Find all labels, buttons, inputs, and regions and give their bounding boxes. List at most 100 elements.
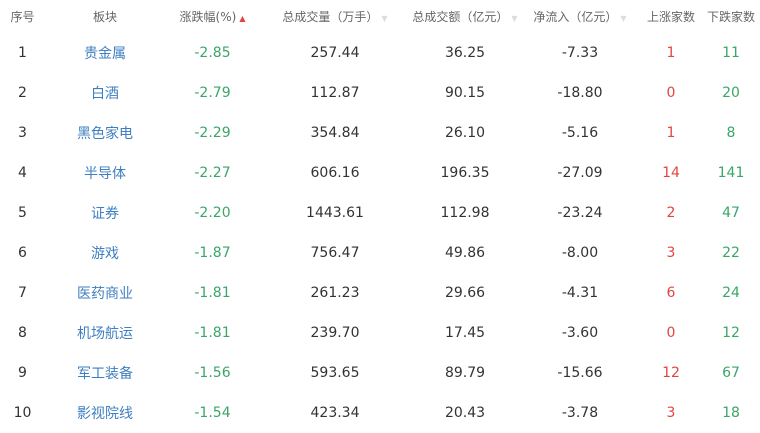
header-down-count: 下跌家数	[706, 10, 755, 24]
change: -2.29	[194, 125, 231, 141]
down-count: 18	[722, 405, 740, 421]
inflow: -15.66	[557, 365, 603, 381]
table-row: 5 证券 -2.20 1443.61 112.98 -23.24 2 47	[0, 193, 760, 233]
amount: 17.45	[444, 325, 486, 341]
sector-link[interactable]: 黑色家电	[77, 126, 133, 142]
change: -1.54	[194, 405, 231, 421]
index: 4	[18, 165, 27, 181]
sort-down-icon[interactable]: ▼	[511, 14, 518, 23]
up-count: 1	[666, 125, 676, 141]
volume: 1443.61	[306, 205, 364, 221]
inflow: -23.24	[557, 205, 603, 221]
sort-down-icon[interactable]: ▼	[381, 14, 388, 23]
amount: 112.98	[440, 205, 490, 221]
table-row: 8 机场航运 -1.81 239.70 17.45 -3.60 0 12	[0, 313, 760, 353]
change: -1.81	[194, 325, 231, 341]
header-volume[interactable]: 总成交量（万手） ▼	[260, 0, 410, 33]
table-row: 6 游戏 -1.87 756.47 49.86 -8.00 3 22	[0, 233, 760, 273]
header-label: 总成交额（亿元）	[412, 10, 509, 24]
down-count: 67	[722, 365, 740, 381]
up-count: 3	[666, 245, 676, 261]
header-amount[interactable]: 总成交额（亿元） ▼	[410, 0, 520, 33]
down-count: 11	[722, 45, 740, 61]
sector-link[interactable]: 医药商业	[77, 286, 133, 302]
up-count: 2	[666, 205, 676, 221]
amount: 49.86	[444, 245, 486, 261]
sort-up-icon[interactable]: ▲	[239, 14, 246, 23]
down-count: 24	[722, 285, 740, 301]
volume: 423.34	[310, 405, 360, 421]
amount: 36.25	[444, 45, 486, 61]
change: -2.79	[194, 85, 231, 101]
amount: 89.79	[444, 365, 486, 381]
header-change[interactable]: 涨跌幅(%) ▲	[165, 0, 260, 33]
index: 3	[18, 125, 27, 141]
table-row: 9 军工装备 -1.56 593.65 89.79 -15.66 12 67	[0, 353, 760, 393]
down-count: 22	[722, 245, 740, 261]
up-count: 14	[662, 165, 680, 181]
sector-link[interactable]: 军工装备	[77, 366, 133, 382]
change: -2.20	[194, 205, 231, 221]
inflow: -5.16	[561, 125, 599, 141]
inflow: -8.00	[561, 245, 599, 261]
volume: 257.44	[310, 45, 360, 61]
table-row: 7 医药商业 -1.81 261.23 29.66 -4.31 6 24	[0, 273, 760, 313]
index: 5	[18, 205, 27, 221]
sort-down-icon[interactable]: ▼	[620, 14, 627, 23]
volume: 756.47	[310, 245, 360, 261]
volume: 239.70	[310, 325, 360, 341]
sector-link[interactable]: 机场航运	[77, 326, 133, 342]
header-up-count: 上涨家数	[646, 10, 695, 24]
up-count: 0	[666, 325, 676, 341]
header-row: 序号 板块 涨跌幅(%) ▲ 总成交量（万手） ▼ 总成交额（亿元） ▼ 净流入（亿元…	[0, 0, 760, 33]
index: 1	[18, 45, 27, 61]
sector-link[interactable]: 半导体	[84, 166, 126, 182]
down-count: 12	[722, 325, 740, 341]
inflow: -27.09	[557, 165, 603, 181]
amount: 20.43	[444, 405, 486, 421]
table-row: 2 白酒 -2.79 112.87 90.15 -18.80 0 20	[0, 73, 760, 113]
sector-link[interactable]: 白酒	[91, 86, 119, 102]
inflow: -18.80	[557, 85, 603, 101]
header-sector: 板块	[92, 10, 117, 24]
index: 2	[18, 85, 27, 101]
header-inflow[interactable]: 净流入（亿元） ▼	[520, 0, 640, 33]
inflow: -4.31	[561, 285, 599, 301]
header-index: 序号	[10, 10, 35, 24]
inflow: -7.33	[561, 45, 599, 61]
up-count: 1	[666, 45, 676, 61]
change: -1.56	[194, 365, 231, 381]
table-row: 1 贵金属 -2.85 257.44 36.25 -7.33 1 11	[0, 33, 760, 73]
volume: 112.87	[310, 85, 360, 101]
down-count: 141	[717, 165, 745, 181]
index: 8	[18, 325, 27, 341]
sector-link[interactable]: 贵金属	[84, 46, 126, 62]
inflow: -3.60	[561, 325, 599, 341]
table-row: 10 影视院线 -1.54 423.34 20.43 -3.78 3 18	[0, 393, 760, 433]
amount: 196.35	[440, 165, 490, 181]
index: 7	[18, 285, 27, 301]
down-count: 20	[722, 85, 740, 101]
change: -2.85	[194, 45, 231, 61]
change: -1.87	[194, 245, 231, 261]
index: 9	[18, 365, 27, 381]
up-count: 6	[666, 285, 676, 301]
header-label: 总成交量（万手）	[282, 10, 379, 24]
amount: 29.66	[444, 285, 486, 301]
amount: 26.10	[444, 125, 486, 141]
change: -2.27	[194, 165, 231, 181]
sector-link[interactable]: 证券	[91, 206, 119, 222]
sector-link[interactable]: 游戏	[91, 246, 119, 262]
table-row: 3 黑色家电 -2.29 354.84 26.10 -5.16 1 8	[0, 113, 760, 153]
amount: 90.15	[444, 85, 486, 101]
up-count: 0	[666, 85, 676, 101]
index: 6	[18, 245, 27, 261]
sector-link[interactable]: 影视院线	[77, 406, 133, 422]
volume: 593.65	[310, 365, 360, 381]
index: 10	[13, 405, 32, 421]
up-count: 12	[662, 365, 680, 381]
inflow: -3.78	[561, 405, 599, 421]
down-count: 47	[722, 205, 740, 221]
up-count: 3	[666, 405, 676, 421]
